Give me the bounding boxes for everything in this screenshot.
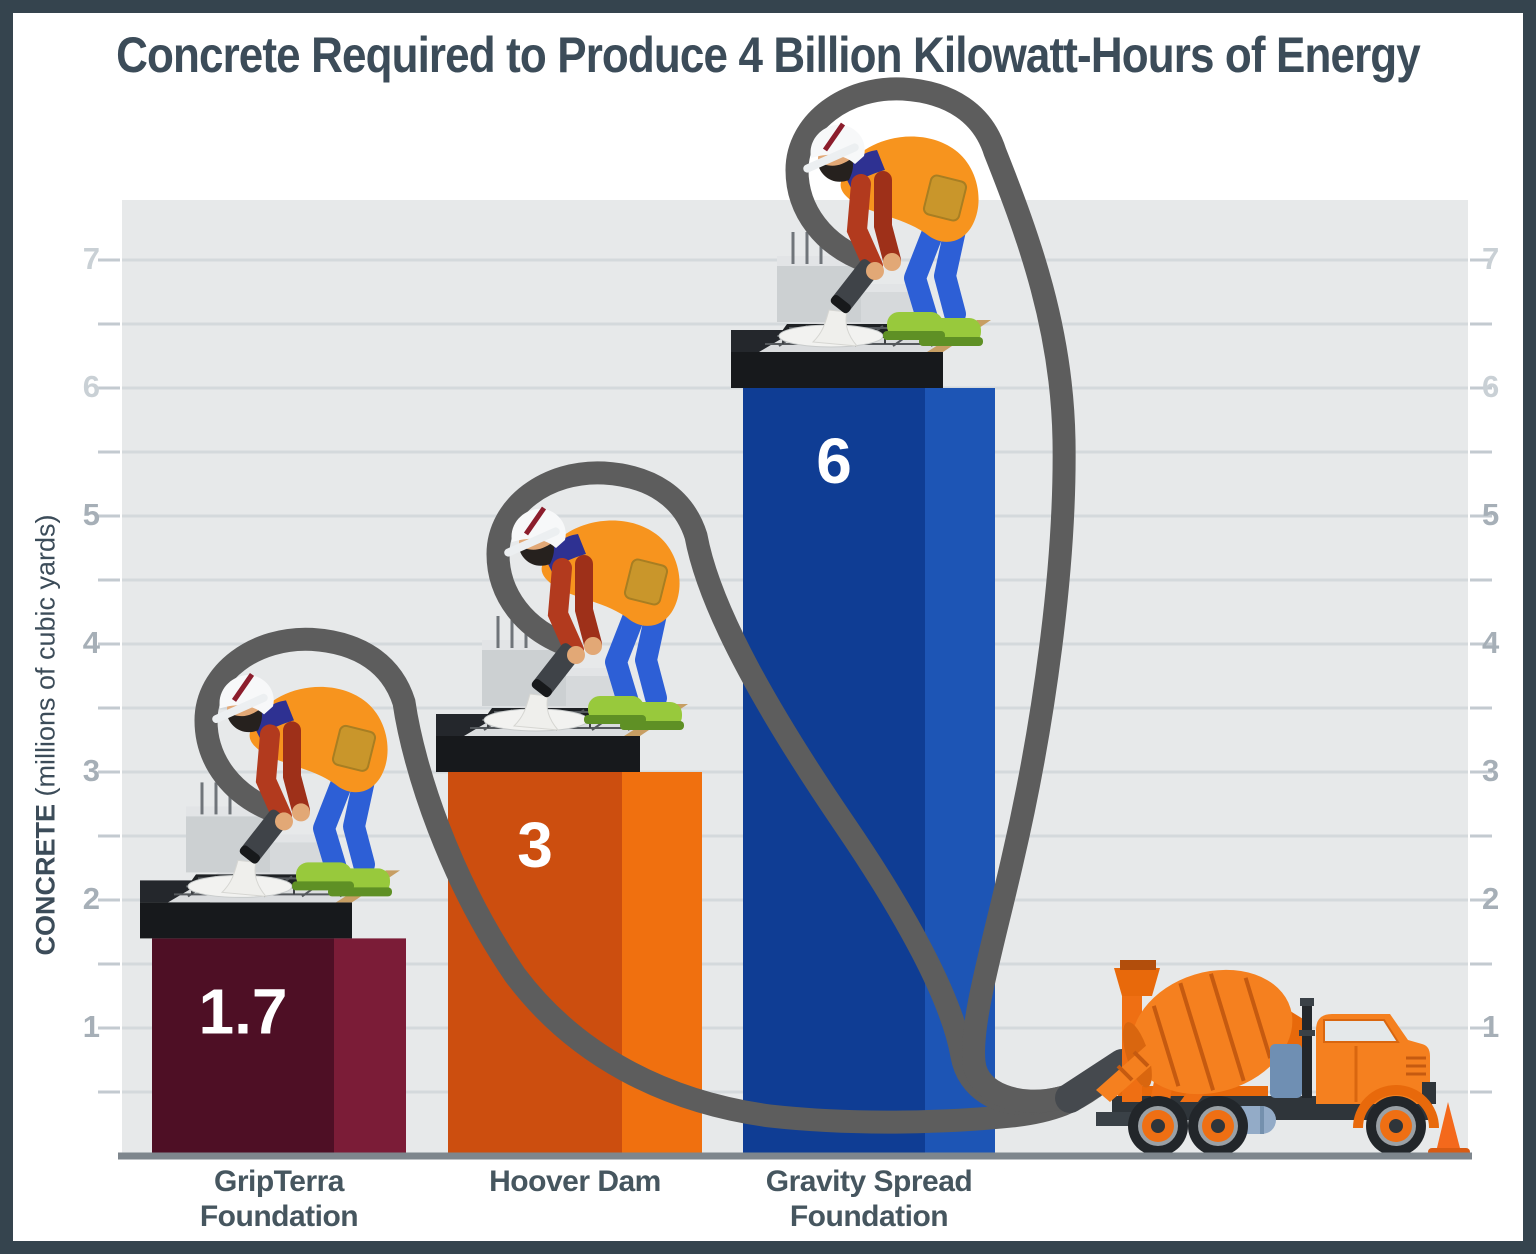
bars-layer: 1.7 3 6 bbox=[140, 232, 995, 1156]
category-label-line: Gravity Spread bbox=[765, 1165, 973, 1198]
bar-value-label: 6 bbox=[816, 425, 852, 497]
y-tick-label-right: 3 bbox=[1482, 753, 1500, 788]
category-label-line: Foundation bbox=[789, 1200, 949, 1233]
y-tick-label-left: 6 bbox=[82, 369, 100, 404]
y-tick-label-left: 5 bbox=[82, 497, 100, 532]
formwork-part bbox=[731, 352, 943, 388]
hoses-layer bbox=[194, 77, 1106, 1134]
y-tick-label-right: 1 bbox=[1482, 1009, 1500, 1044]
bar-front-face bbox=[448, 772, 622, 1156]
cab-back-box bbox=[1270, 1044, 1302, 1098]
bar-front-face bbox=[743, 388, 925, 1156]
y-tick-label-right: 4 bbox=[1482, 625, 1500, 660]
category-label-hoover-dam: Hoover Dam bbox=[415, 1164, 735, 1199]
category-label-gravity-spread-foundation: Gravity Spread Foundation bbox=[709, 1164, 1029, 1234]
front-fender bbox=[1353, 1085, 1439, 1129]
category-label-gripterra-foundation: GripTerra Foundation bbox=[119, 1164, 439, 1234]
bar-gravity-spread-foundation: 6 bbox=[731, 232, 995, 1156]
category-label-line: Foundation bbox=[199, 1200, 359, 1233]
chart-title: Concrete Required to Produce 4 Billion K… bbox=[116, 27, 1421, 83]
mixer-hopper-opening bbox=[1120, 960, 1156, 970]
y-tick-label-left: 1 bbox=[82, 1009, 100, 1044]
mixer-hopper bbox=[1114, 968, 1160, 996]
formwork-part bbox=[186, 806, 270, 817]
y-tick-label-right: 2 bbox=[1482, 881, 1500, 916]
bar-gripterra-foundation: 1.7 bbox=[140, 782, 406, 1156]
formwork-part bbox=[861, 284, 915, 292]
bar-side-face bbox=[334, 938, 406, 1156]
bar-value-label: 1.7 bbox=[199, 975, 288, 1047]
y-tick-label-right: 6 bbox=[1482, 369, 1500, 404]
y-tick-label-left: 3 bbox=[82, 753, 100, 788]
concrete-pump-hose bbox=[194, 627, 1106, 1134]
formwork-part bbox=[566, 668, 620, 676]
category-label-line: GripTerra bbox=[214, 1165, 345, 1198]
formwork-part bbox=[777, 256, 861, 266]
y-tick-label-right: 5 bbox=[1482, 497, 1500, 532]
y-tick-label-left: 2 bbox=[82, 881, 100, 916]
concrete-mixer-truck bbox=[1055, 960, 1470, 1156]
category-label-line: Hoover Dam bbox=[489, 1165, 661, 1198]
y-tick-label-left: 4 bbox=[82, 625, 100, 660]
concrete-pump-hose bbox=[785, 77, 1106, 1113]
formwork-part bbox=[482, 640, 566, 650]
y-axis-title-bold: CONCRETE bbox=[30, 804, 61, 956]
truck-wheels bbox=[1128, 1096, 1426, 1156]
hose-chute-coupler bbox=[1055, 1049, 1137, 1113]
cab-window bbox=[1323, 1019, 1400, 1043]
bar-value-label: 3 bbox=[517, 809, 553, 881]
bar-front-face bbox=[152, 938, 334, 1156]
formwork-part bbox=[140, 902, 352, 939]
axis-ticks-layer bbox=[98, 258, 1492, 1094]
mixer-chute bbox=[1096, 1044, 1162, 1102]
exhaust-stack bbox=[1302, 1004, 1312, 1098]
y-tick-label-right: 7 bbox=[1482, 241, 1500, 276]
y-tick-label-left: 7 bbox=[82, 241, 100, 276]
formwork-part bbox=[270, 834, 324, 843]
formwork-part bbox=[436, 736, 640, 772]
